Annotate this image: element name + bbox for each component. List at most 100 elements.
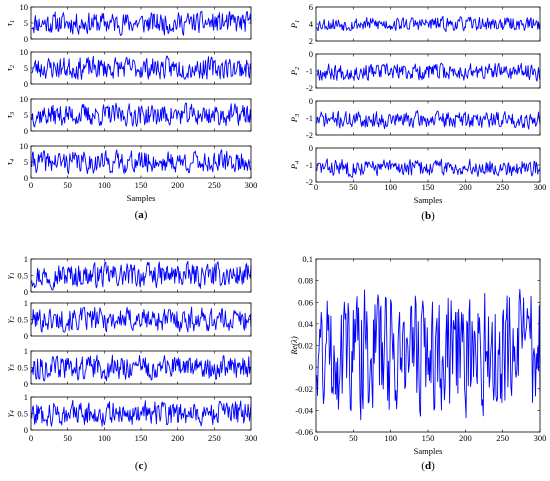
subplot-c-1: 0 0.5 1 γ2 (4, 298, 252, 341)
x-tick-label: 0 (314, 182, 318, 192)
y-tick-label: 0.5 (17, 409, 28, 419)
x-tick-label: 50 (63, 433, 72, 443)
series-line-b-1 (316, 62, 541, 82)
y-axis-label: τ2 (4, 64, 16, 71)
y-tick-label: 0 (24, 173, 28, 183)
x-tick-label: 300 (534, 182, 547, 192)
y-tick-label: -1 (306, 160, 313, 170)
x-tick-label: 50 (63, 180, 72, 190)
y-tick-label: 1 (24, 346, 28, 356)
y-axis-label: γ1 (4, 272, 16, 279)
y-tick-label: -1 (306, 66, 313, 76)
x-tick-label: 0 (314, 433, 318, 443)
y-tick-label: 0 (24, 79, 28, 89)
subplot-c-3: 0 0.5 1 γ4 (4, 392, 252, 435)
x-tick-label: 100 (384, 433, 397, 443)
y-tick-label: 0 (309, 143, 313, 153)
y-axis-label: P2 (289, 66, 301, 76)
x-tick-label: 0 (29, 180, 33, 190)
y-axis-label: P3 (289, 113, 301, 123)
series-line-d-0 (316, 288, 541, 421)
series-line-c-2 (31, 354, 252, 382)
y-axis-label: Re(λ) (289, 336, 299, 355)
x-axis-label: Samples (127, 193, 156, 203)
y-axis-label: τ4 (4, 158, 16, 165)
subplot-c-2: 0 0.5 1 γ3 (4, 346, 252, 389)
series-line-c-3 (31, 399, 252, 427)
y-tick-label: 1 (24, 254, 28, 264)
y-axis-label: γ2 (4, 315, 16, 322)
y-tick-label: 0 (24, 126, 28, 136)
series-line-a-3 (31, 149, 252, 175)
y-tick-label: -0.04 (295, 405, 313, 415)
subplot-a-1: 0 5 10 τ2 (4, 47, 252, 89)
x-tick-label: 50 (349, 182, 358, 192)
y-axis-label: P1 (289, 20, 301, 29)
y-tick-label: -1 (306, 113, 313, 123)
x-tick-label: 300 (534, 433, 547, 443)
series-line-b-3 (316, 158, 541, 178)
x-axis-label: Samples (414, 195, 443, 205)
series-line-c-0 (31, 260, 252, 291)
panel-a: 0 5 10 τ1 0 5 10 τ2 0 5 10 τ3 0 5 10 τ4 0 50 100 150 200 250 3… (4, 2, 257, 221)
y-tick-label: 10 (20, 2, 29, 12)
y-tick-label: 4 (309, 19, 314, 29)
panel-b: 2 4 6 P1 -2 -1 0 P2 -2 -1 0 P3 -2 -1 0 P4 0 50 100 150 200 25… (289, 2, 546, 222)
x-tick-label: 300 (245, 433, 258, 443)
y-axis-label: γ4 (4, 409, 16, 416)
y-tick-label: -0.02 (295, 384, 313, 394)
subplot-b-0: 2 4 6 P1 (289, 2, 541, 46)
panel-label: (a) (135, 209, 148, 221)
subplot-c-0: 0 0.5 1 γ1 (4, 254, 252, 297)
subplot-a-2: 0 5 10 τ3 (4, 94, 252, 136)
subplot-b-1: -2 -1 0 P2 (289, 49, 541, 93)
series-line-b-2 (316, 110, 541, 130)
subplot-a-0: 0 5 10 τ1 (4, 2, 252, 44)
x-tick-label: 100 (98, 433, 111, 443)
x-tick-label: 150 (422, 433, 435, 443)
series-line-a-0 (31, 10, 252, 36)
panel-c: 0 0.5 1 γ1 0 0.5 1 γ2 0 0.5 1 γ3 0 0.5 1 γ4 0 50 100 150 200… (4, 254, 257, 472)
subplot-d-0: -0.06 -0.04 -0.02 0 0.02 0.04 0.06 0.08 0.1 Re(λ) (289, 254, 541, 437)
y-tick-label: 0 (309, 49, 313, 59)
x-tick-label: 150 (422, 182, 435, 192)
x-tick-label: 250 (496, 433, 509, 443)
plot-frame (315, 147, 541, 183)
x-tick-label: 200 (459, 433, 472, 443)
y-tick-label: 5 (24, 63, 28, 73)
y-tick-label: 0.08 (298, 276, 313, 286)
y-tick-label: 1 (24, 392, 28, 402)
x-tick-label: 150 (135, 180, 148, 190)
y-tick-label: 0.5 (17, 315, 28, 325)
y-tick-label: 0 (24, 379, 28, 389)
y-tick-label: 0 (24, 425, 28, 435)
y-tick-label: 10 (20, 94, 29, 104)
y-tick-label: -2 (306, 130, 313, 140)
x-tick-label: 250 (208, 433, 221, 443)
y-tick-label: -2 (306, 177, 313, 187)
x-tick-label: 200 (171, 433, 184, 443)
plot-frame (30, 302, 252, 337)
y-tick-label: -0.06 (295, 427, 313, 437)
y-tick-label: 0.5 (17, 271, 28, 281)
y-axis-label: γ3 (4, 363, 16, 370)
x-tick-label: 250 (496, 182, 509, 192)
series-line-a-1 (31, 55, 252, 80)
y-tick-label: 0.06 (298, 297, 313, 307)
x-tick-label: 250 (208, 180, 221, 190)
panel-label: (b) (421, 210, 435, 222)
y-tick-label: 0 (309, 96, 313, 106)
y-tick-label: 0.1 (302, 254, 313, 264)
y-tick-label: 2 (309, 36, 313, 46)
y-tick-label: 0.5 (17, 363, 28, 373)
x-tick-label: 300 (245, 180, 258, 190)
y-tick-label: 10 (20, 141, 29, 151)
panel-label: (c) (135, 460, 148, 472)
subplot-b-2: -2 -1 0 P3 (289, 96, 541, 140)
y-tick-label: 0 (309, 362, 313, 372)
series-line-b-0 (316, 15, 541, 32)
panel-label: (d) (421, 460, 435, 472)
panel-d: -0.06 -0.04 -0.02 0 0.02 0.04 0.06 0.08 0.1 Re(λ)… (289, 254, 546, 472)
x-tick-label: 100 (384, 182, 397, 192)
